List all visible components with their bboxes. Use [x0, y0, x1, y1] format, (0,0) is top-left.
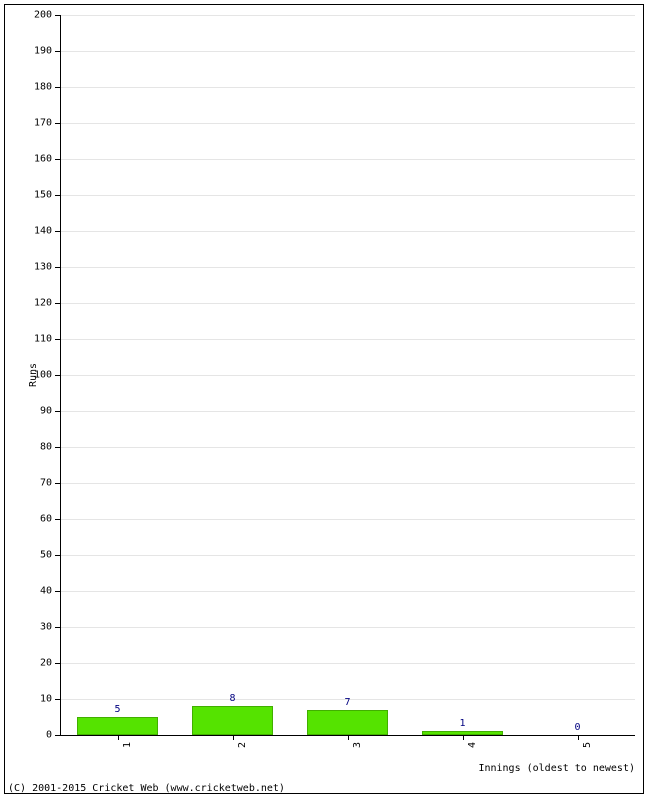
xtick-mark — [348, 735, 349, 740]
copyright-text: (C) 2001-2015 Cricket Web (www.cricketwe… — [8, 783, 285, 794]
gridline — [60, 375, 635, 376]
xtick-mark — [233, 735, 234, 740]
ytick-label: 140 — [0, 226, 52, 237]
ytick-label: 10 — [0, 694, 52, 705]
ytick-label: 20 — [0, 658, 52, 669]
gridline — [60, 519, 635, 520]
xtick-label: 2 — [237, 742, 248, 748]
gridline — [60, 303, 635, 304]
gridline — [60, 555, 635, 556]
gridline — [60, 339, 635, 340]
bar-value-label: 8 — [229, 693, 235, 704]
ytick-label: 40 — [0, 586, 52, 597]
gridline — [60, 447, 635, 448]
gridline — [60, 15, 635, 16]
xtick-mark — [463, 735, 464, 740]
ytick-label: 170 — [0, 118, 52, 129]
gridline — [60, 663, 635, 664]
ytick-label: 110 — [0, 334, 52, 345]
ytick-label: 50 — [0, 550, 52, 561]
bar — [192, 706, 273, 735]
ytick-label: 160 — [0, 154, 52, 165]
ytick-label: 0 — [0, 730, 52, 741]
gridline — [60, 411, 635, 412]
xtick-label: 5 — [582, 742, 593, 748]
xtick-label: 3 — [352, 742, 363, 748]
ytick-label: 150 — [0, 190, 52, 201]
bar — [307, 710, 388, 735]
y-axis-line — [60, 15, 61, 735]
plot-area — [60, 15, 635, 735]
x-axis-label: Innings (oldest to newest) — [478, 763, 635, 774]
y-axis-label: Runs — [28, 363, 39, 387]
ytick-label: 80 — [0, 442, 52, 453]
gridline — [60, 483, 635, 484]
ytick-label: 70 — [0, 478, 52, 489]
bar — [77, 717, 158, 735]
gridline — [60, 231, 635, 232]
gridline — [60, 195, 635, 196]
ytick-label: 100 — [0, 370, 52, 381]
gridline — [60, 123, 635, 124]
bar-value-label: 7 — [344, 697, 350, 708]
ytick-label: 200 — [0, 10, 52, 21]
gridline — [60, 159, 635, 160]
bar-value-label: 5 — [114, 704, 120, 715]
xtick-label: 1 — [122, 742, 133, 748]
gridline — [60, 87, 635, 88]
gridline — [60, 51, 635, 52]
gridline — [60, 627, 635, 628]
ytick-label: 60 — [0, 514, 52, 525]
xtick-label: 4 — [467, 742, 478, 748]
ytick-label: 120 — [0, 298, 52, 309]
gridline — [60, 267, 635, 268]
bar-value-label: 0 — [574, 722, 580, 733]
ytick-label: 90 — [0, 406, 52, 417]
ytick-label: 190 — [0, 46, 52, 57]
bar-value-label: 1 — [459, 718, 465, 729]
gridline — [60, 591, 635, 592]
ytick-label: 30 — [0, 622, 52, 633]
xtick-mark — [118, 735, 119, 740]
xtick-mark — [578, 735, 579, 740]
ytick-label: 180 — [0, 82, 52, 93]
ytick-label: 130 — [0, 262, 52, 273]
